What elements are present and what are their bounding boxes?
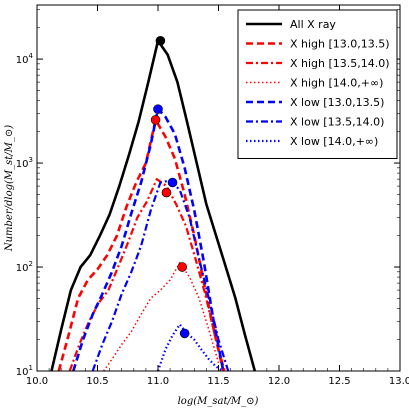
legend-box [237,9,398,159]
legend-label-1: X high [13.0,13.5) [290,38,390,51]
marker-layer [150,35,190,339]
x-tick-label: 10.0 [26,376,48,387]
series-peak-marker-3 [177,262,187,272]
x-axis: 10.0 10.5 11.0 11.5 12.0 12.5 13.0 [26,5,409,387]
series-peak-marker-6 [179,328,190,339]
series-line-5 [91,179,230,371]
legend-label-5: X low [13.5,14.0) [290,116,384,129]
x-tick-label: 11.0 [147,376,169,387]
y-tick-label: 104 [16,52,34,66]
x-tick-label: 10.5 [86,376,108,387]
series-peak-marker-2 [161,187,172,198]
x-tick-label: 12.0 [268,376,290,387]
x-tick-label: 11.5 [207,376,229,387]
legend-label-2: X high [13.5,14.0) [290,57,390,70]
series-peak-marker-0 [155,35,166,46]
series-peak-marker-1 [150,115,161,125]
legend-label-6: X low [14.0,+∞) [290,135,378,148]
series-line-4 [72,107,225,371]
x-tick-label: 12.5 [328,376,350,387]
series-layer [50,39,257,371]
series-peak-marker-5 [167,177,178,188]
series-line-0 [50,39,257,371]
y-axis: 101 102 103 104 [16,9,400,378]
legend-label-4: X low [13.0,13.5) [290,96,384,109]
series-peak-marker-4 [153,104,163,114]
y-axis-label: Number/dlog(M_st/M_⊙) [4,125,15,252]
legend-label-3: X high [14.0,+∞) [290,77,383,90]
legend: All X ray X high [13.0,13.5) X high [13.5,… [237,9,398,159]
series-line-3 [102,261,220,371]
x-axis-label: log(M_sat/M_⊙) [178,396,259,407]
legend-label-0: All X ray [290,18,336,31]
y-tick-label: 103 [16,156,33,170]
y-tick-label: 101 [16,364,33,378]
x-tick-label: 13.0 [389,376,409,387]
y-tick-label: 102 [16,260,33,274]
